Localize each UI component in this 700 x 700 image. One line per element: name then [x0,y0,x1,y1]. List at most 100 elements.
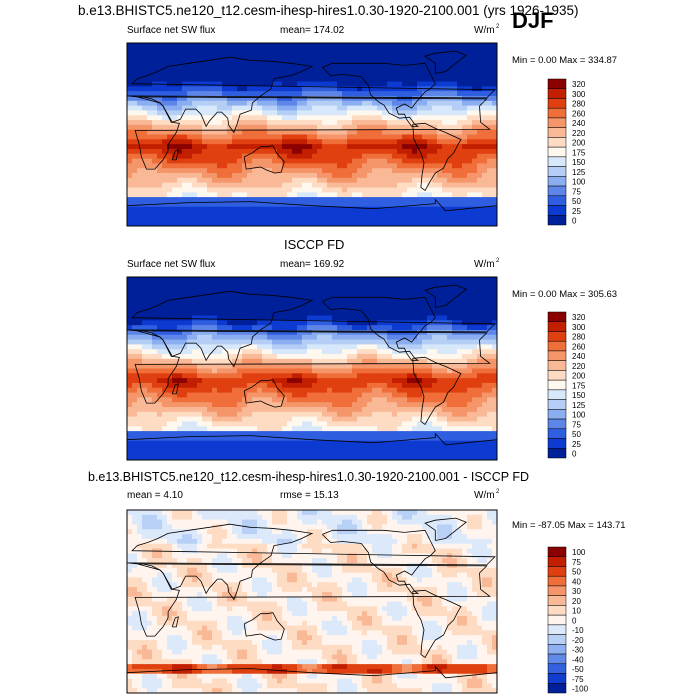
colorbar-box [547,438,567,449]
coastline-4 [322,62,436,127]
colorbar-box [547,88,567,99]
colorbar-tick-label: 100 [572,411,586,420]
colorbar-box [547,176,567,187]
season-label: DJF [512,8,554,33]
colorbar-tick-label: -75 [572,675,584,684]
colorbar-box [547,98,567,109]
difference-title: b.e13.BHISTC5.ne120_t12.cesm-ihesp-hires… [88,470,529,484]
colorbar-tick-label: 320 [572,313,586,322]
coastline-7 [171,149,179,161]
colorbar-tick-label: 220 [572,362,586,371]
coastline-7 [171,616,179,628]
coastline-7 [171,383,179,395]
colorbar-box [547,556,567,567]
colorbar-tick-label: 25 [572,207,581,216]
coastline-8 [127,665,497,679]
colorbar-box [547,663,567,674]
coastline-4 [322,296,436,361]
colorbar-tick-label: 200 [572,139,586,148]
colorbar-box [547,683,567,694]
colorbar-tick-label: -50 [572,665,584,674]
colorbar-box [547,585,567,596]
colorbar-tick-label: 10 [572,607,581,616]
colorbar-box [547,195,567,206]
colorbar-tick-label: 25 [572,440,581,449]
units-superscript: 2 [496,24,500,30]
colorbar-box [547,215,567,226]
colorbar-tick-label: 240 [572,119,586,128]
coastline-6 [424,517,467,541]
mean-label: mean = 4.10 [127,490,183,501]
colorbar-tick-label: 100 [572,548,586,557]
colorbar-tick-label: 0 [572,450,577,459]
colorbar-tick-label: 320 [572,80,586,89]
coastline-3 [243,379,285,408]
colorbar-box [547,644,567,655]
colorbar-box [547,624,567,635]
colorbar-tick-label: 40 [572,577,581,586]
colorbar-tick-label: 260 [572,109,586,118]
map-frame [126,276,498,461]
map-frame [126,42,498,227]
rmse-label: rmse = 15.13 [280,490,339,501]
colorbar-tick-label: 280 [572,100,586,109]
map-frame [126,509,498,694]
coastline-4 [322,529,436,594]
colorbar-box [547,634,567,645]
colorbar-box [547,78,567,89]
colorbar-box [547,673,567,684]
colorbar-box [547,448,567,459]
colorbar-box [547,321,567,332]
colorbar-tick-label: -30 [572,646,584,655]
colorbar-tick-label: 300 [572,90,586,99]
colorbar-box [547,107,567,119]
colorbar-tick-label: 50 [572,430,581,439]
colorbar-tick-label: 125 [572,168,586,177]
mean-label: mean= 174.02 [280,25,345,36]
colorbar-box [547,311,567,322]
min-max-label: Min = -87.05 Max = 143.71 [512,520,626,531]
colorbar-tick-label: 175 [572,148,586,157]
colorbar-box [547,653,567,665]
colorbar-box [547,399,567,410]
colorbar-box [547,389,567,400]
coastline-8 [127,432,497,446]
shaded-field [127,510,497,693]
colorbar-tick-label: 125 [572,401,586,410]
coastline-1 [127,56,496,134]
coastline-3 [243,612,285,641]
coastline-5 [412,356,462,425]
colorbar-tick-label: 30 [572,587,581,596]
colorbar-box [547,127,567,138]
colorbar-box [547,340,567,352]
colorbar-box [547,379,567,391]
min-max-label: Min = 0.00 Max = 305.63 [512,289,617,300]
colorbar-tick-label: 280 [572,333,586,342]
units-label: W/m [474,259,495,270]
coastline-1 [127,523,496,601]
map-panel-3: mean = 4.10 rmse = 15.13 W/m 2 Min = -87.05 … [126,489,626,694]
colorbar-box [547,205,567,216]
colorbar-tick-label: 75 [572,187,581,196]
units-label: W/m [474,490,495,501]
map-panel-2: Surface net SW flux mean= 169.92 W/m 2 Min =… [126,258,617,461]
colorbar-box [547,595,567,606]
colorbar-tick-label: 300 [572,323,586,332]
colorbar-tick-label: 150 [572,158,586,167]
coastline-2 [134,96,491,170]
colorbar-tick-label: -40 [572,655,584,664]
coastline-8 [127,198,497,212]
units-label: W/m [474,25,495,36]
min-max-label: Min = 0.00 Max = 334.87 [512,55,617,66]
colorbar-tick-label: 0 [572,217,577,226]
coastline-3 [243,145,285,174]
colorbar-box [547,428,567,439]
coastline-2 [134,563,491,637]
coastline-5 [412,589,462,658]
reference-title: ISCCP FD [284,237,345,252]
units-superscript: 2 [496,489,500,495]
